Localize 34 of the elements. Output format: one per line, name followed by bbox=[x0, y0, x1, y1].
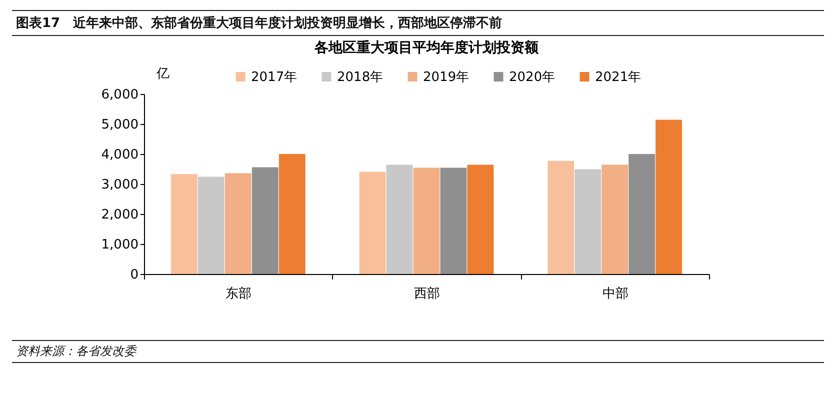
chart-subtitle: 各地区重大项目平均年度计划投资额 bbox=[314, 39, 540, 56]
legend-label: 2021年 bbox=[595, 70, 642, 85]
y-tick-label: 5,000 bbox=[101, 118, 138, 132]
legend-label: 2019年 bbox=[423, 70, 470, 85]
legend-label: 2018年 bbox=[337, 70, 384, 85]
y-tick-label: 4,000 bbox=[101, 148, 138, 162]
y-tick-label: 6,000 bbox=[101, 88, 138, 102]
bar bbox=[224, 173, 252, 274]
bar bbox=[656, 120, 682, 274]
x-tick-label: 西部 bbox=[414, 286, 440, 302]
chart-title: 图表17 近年来中部、东部省份重大项目年度计划投资明显增长，西部地区停滞不前 bbox=[12, 10, 824, 36]
bar bbox=[170, 174, 198, 274]
bar bbox=[574, 169, 602, 274]
bar bbox=[252, 167, 278, 274]
bar bbox=[413, 168, 440, 274]
y-tick-label: 3,000 bbox=[101, 178, 138, 192]
bar bbox=[548, 160, 574, 274]
bar bbox=[440, 168, 467, 274]
text: 资料来源：各省发改委 bbox=[12, 340, 824, 363]
x-tick-label: 中部 bbox=[602, 286, 628, 302]
bar bbox=[467, 164, 494, 274]
y-tick-label: 1,000 bbox=[101, 238, 138, 252]
y-tick-label: 0 bbox=[130, 268, 138, 282]
x-tick-label: 东部 bbox=[226, 286, 252, 302]
y-tick-label: 2,000 bbox=[101, 208, 138, 222]
legend-label: 2020年 bbox=[509, 70, 556, 85]
bar bbox=[198, 176, 224, 274]
bar bbox=[386, 164, 413, 274]
bar bbox=[278, 154, 306, 274]
bar bbox=[602, 164, 628, 274]
legend-label: 2017年 bbox=[251, 70, 298, 85]
y-axis-title: 亿 bbox=[156, 66, 170, 82]
bar bbox=[628, 154, 656, 274]
bar bbox=[359, 172, 386, 274]
